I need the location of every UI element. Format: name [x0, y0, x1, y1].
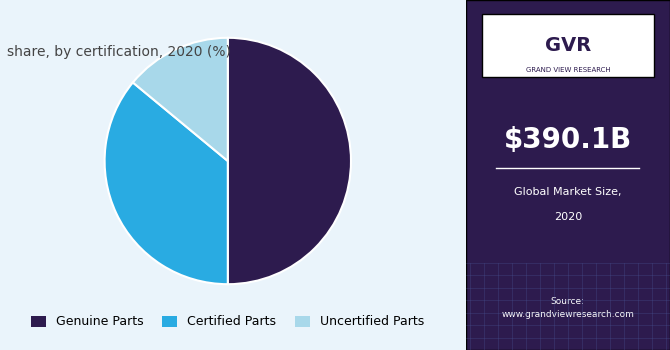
Text: share, by certification, 2020 (%): share, by certification, 2020 (%): [7, 45, 230, 59]
Text: Source:
www.grandviewresearch.com: Source: www.grandviewresearch.com: [501, 297, 634, 319]
FancyBboxPatch shape: [482, 14, 654, 77]
Legend: Genuine Parts, Certified Parts, Uncertified Parts: Genuine Parts, Certified Parts, Uncertif…: [26, 310, 429, 334]
Text: $390.1B: $390.1B: [504, 126, 632, 154]
Text: Global Market Size,: Global Market Size,: [514, 188, 622, 197]
Wedge shape: [105, 83, 228, 284]
Text: 2020: 2020: [553, 212, 582, 222]
Text: GRAND VIEW RESEARCH: GRAND VIEW RESEARCH: [525, 67, 610, 73]
FancyBboxPatch shape: [466, 0, 670, 350]
Wedge shape: [228, 38, 351, 284]
Text: GVR: GVR: [545, 36, 591, 55]
Wedge shape: [133, 38, 228, 161]
